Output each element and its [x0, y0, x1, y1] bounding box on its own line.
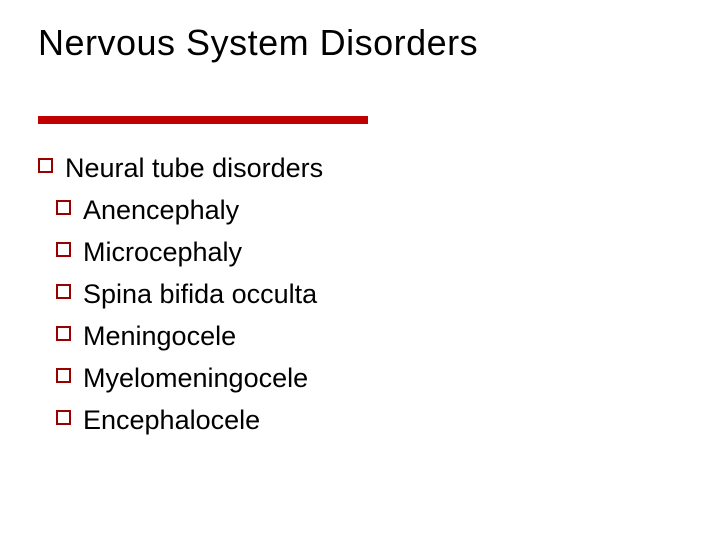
- list-item: Spina bifida occulta: [56, 276, 638, 312]
- list-item: Microcephaly: [56, 234, 638, 270]
- list-item-label: Anencephaly: [83, 192, 239, 228]
- list-item: Myelomeningocele: [56, 360, 638, 396]
- square-bullet-icon: [56, 242, 71, 257]
- square-bullet-icon: [56, 410, 71, 425]
- list-item-label: Spina bifida occulta: [83, 276, 317, 312]
- square-bullet-icon: [56, 368, 71, 383]
- bullet-list: Neural tube disorders Anencephaly Microc…: [38, 150, 638, 444]
- list-item-label: Meningocele: [83, 318, 236, 354]
- square-bullet-icon: [38, 158, 53, 173]
- list-item: Encephalocele: [56, 402, 638, 438]
- square-bullet-icon: [56, 200, 71, 215]
- title-underline: [38, 116, 368, 124]
- list-item: Anencephaly: [56, 192, 638, 228]
- slide-title: Nervous System Disorders: [38, 22, 478, 64]
- list-item-label: Myelomeningocele: [83, 360, 308, 396]
- list-item-label: Encephalocele: [83, 402, 260, 438]
- list-item: Neural tube disorders: [38, 150, 638, 186]
- list-item-label: Microcephaly: [83, 234, 242, 270]
- list-item-label: Neural tube disorders: [65, 150, 323, 186]
- slide: { "slide": { "title": "Nervous System Di…: [0, 0, 720, 540]
- square-bullet-icon: [56, 326, 71, 341]
- square-bullet-icon: [56, 284, 71, 299]
- list-item: Meningocele: [56, 318, 638, 354]
